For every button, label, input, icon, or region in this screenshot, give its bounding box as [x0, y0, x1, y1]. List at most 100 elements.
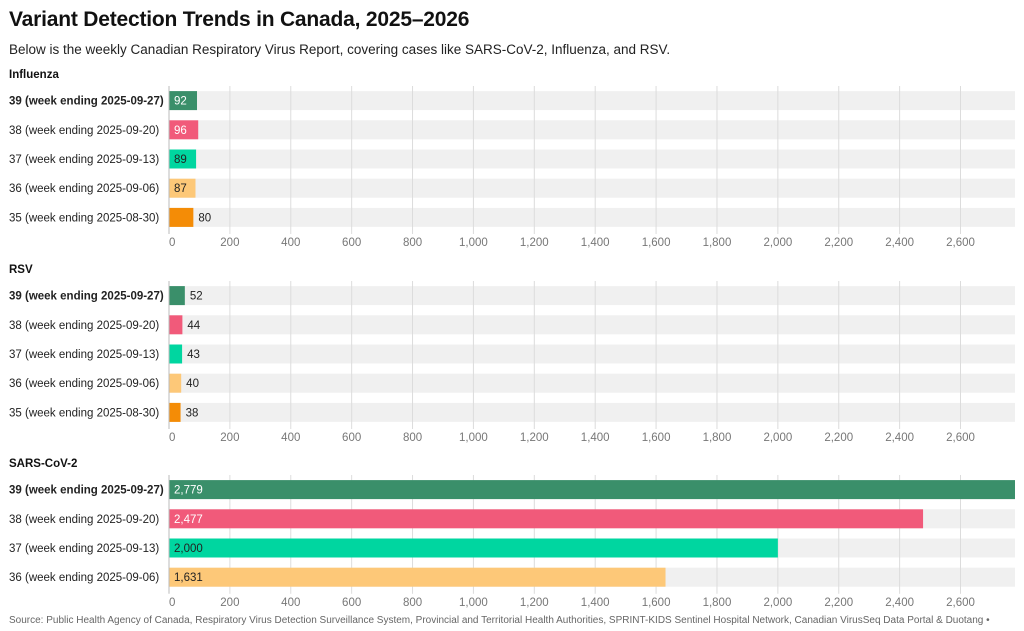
- bar: [169, 178, 196, 198]
- tick-label: 1,800: [703, 237, 732, 249]
- category-label: 37 (week ending 2025-09-13): [9, 154, 159, 166]
- bar: [169, 567, 666, 587]
- category-label: 38 (week ending 2025-09-20): [9, 125, 159, 137]
- tick-label: 2,600: [946, 432, 975, 444]
- category-label: 39 (week ending 2025-09-27): [9, 291, 164, 303]
- tick-label: 0: [169, 237, 175, 249]
- tick-label: 2,600: [946, 597, 975, 609]
- tick-label: 1,000: [459, 237, 488, 249]
- tick-label: 1,600: [642, 597, 671, 609]
- tick-label: 2,200: [824, 237, 853, 249]
- category-label: 39 (week ending 2025-09-27): [9, 96, 164, 108]
- tick-label: 600: [342, 597, 361, 609]
- bar: [169, 286, 185, 306]
- tick-label: 1,800: [703, 597, 732, 609]
- category-label: 36 (week ending 2025-09-06): [9, 378, 159, 390]
- source-note: Source: Public Health Agency of Canada, …: [9, 615, 990, 626]
- category-label: 35 (week ending 2025-08-30): [9, 407, 159, 419]
- panel-title: Influenza: [9, 69, 59, 81]
- bar-track: [169, 91, 1015, 111]
- tick-label: 2,000: [763, 432, 792, 444]
- tick-label: 800: [403, 597, 422, 609]
- panel-title: SARS-CoV-2: [9, 458, 77, 470]
- tick-label: 2,200: [824, 432, 853, 444]
- data-label: 87: [174, 183, 187, 195]
- bar: [169, 207, 194, 227]
- data-label: 43: [187, 349, 200, 361]
- bar: [169, 344, 183, 364]
- tick-label: 600: [342, 237, 361, 249]
- category-label: 36 (week ending 2025-09-06): [9, 572, 159, 584]
- bar-track: [169, 207, 1015, 227]
- data-label: 40: [186, 378, 199, 390]
- data-label: 52: [190, 291, 203, 303]
- data-label: 2,000: [174, 543, 203, 555]
- data-label: 92: [174, 96, 187, 108]
- data-label: 38: [186, 407, 199, 419]
- bar-track: [169, 120, 1015, 140]
- bar: [169, 149, 197, 169]
- data-label: 44: [187, 320, 200, 332]
- data-label: 2,779: [174, 485, 203, 497]
- bar: [169, 91, 198, 111]
- tick-label: 1,200: [520, 432, 549, 444]
- data-label: 89: [174, 154, 187, 166]
- bar-track: [169, 402, 1015, 422]
- bar-track: [169, 315, 1015, 335]
- bar-track: [169, 373, 1015, 393]
- category-label: 38 (week ending 2025-09-20): [9, 514, 159, 526]
- tick-label: 800: [403, 432, 422, 444]
- tick-label: 1,400: [581, 237, 610, 249]
- tick-label: 600: [342, 432, 361, 444]
- bar: [169, 120, 199, 140]
- tick-label: 1,000: [459, 597, 488, 609]
- category-label: 35 (week ending 2025-08-30): [9, 212, 159, 224]
- tick-label: 1,400: [581, 597, 610, 609]
- tick-label: 1,800: [703, 432, 732, 444]
- tick-label: 800: [403, 237, 422, 249]
- category-label: 37 (week ending 2025-09-13): [9, 349, 159, 361]
- bar: [169, 538, 778, 558]
- data-label: 80: [198, 212, 211, 224]
- tick-label: 2,400: [885, 237, 914, 249]
- tick-label: 200: [220, 237, 239, 249]
- tick-label: 200: [220, 432, 239, 444]
- tick-label: 2,200: [824, 597, 853, 609]
- bar-track: [169, 344, 1015, 364]
- category-label: 38 (week ending 2025-09-20): [9, 320, 159, 332]
- tick-label: 400: [281, 432, 300, 444]
- tick-label: 400: [281, 597, 300, 609]
- tick-label: 1,000: [459, 432, 488, 444]
- bar-track: [169, 149, 1015, 169]
- bar: [169, 402, 181, 422]
- bar: [169, 315, 183, 335]
- tick-label: 1,200: [520, 597, 549, 609]
- bar: [169, 509, 924, 529]
- tick-label: 1,600: [642, 432, 671, 444]
- tick-label: 1,400: [581, 432, 610, 444]
- tick-label: 0: [169, 597, 175, 609]
- bar: [169, 373, 182, 393]
- bar-track: [169, 286, 1015, 306]
- tick-label: 1,600: [642, 237, 671, 249]
- tick-label: 2,000: [763, 237, 792, 249]
- panel-title: RSV: [9, 264, 33, 276]
- bar: [169, 480, 1015, 500]
- bar-track: [169, 178, 1015, 198]
- tick-label: 2,600: [946, 237, 975, 249]
- category-label: 39 (week ending 2025-09-27): [9, 485, 164, 497]
- data-label: 1,631: [174, 572, 203, 584]
- data-label: 96: [174, 125, 187, 137]
- tick-label: 200: [220, 597, 239, 609]
- tick-label: 2,400: [885, 432, 914, 444]
- tick-label: 1,200: [520, 237, 549, 249]
- chart-title: Variant Detection Trends in Canada, 2025…: [9, 8, 470, 31]
- category-label: 37 (week ending 2025-09-13): [9, 543, 159, 555]
- category-label: 36 (week ending 2025-09-06): [9, 183, 159, 195]
- tick-label: 2,000: [763, 597, 792, 609]
- data-label: 2,477: [174, 514, 203, 526]
- tick-label: 400: [281, 237, 300, 249]
- tick-label: 2,400: [885, 597, 914, 609]
- chart-subtitle: Below is the weekly Canadian Respiratory…: [9, 42, 671, 57]
- tick-label: 0: [169, 432, 175, 444]
